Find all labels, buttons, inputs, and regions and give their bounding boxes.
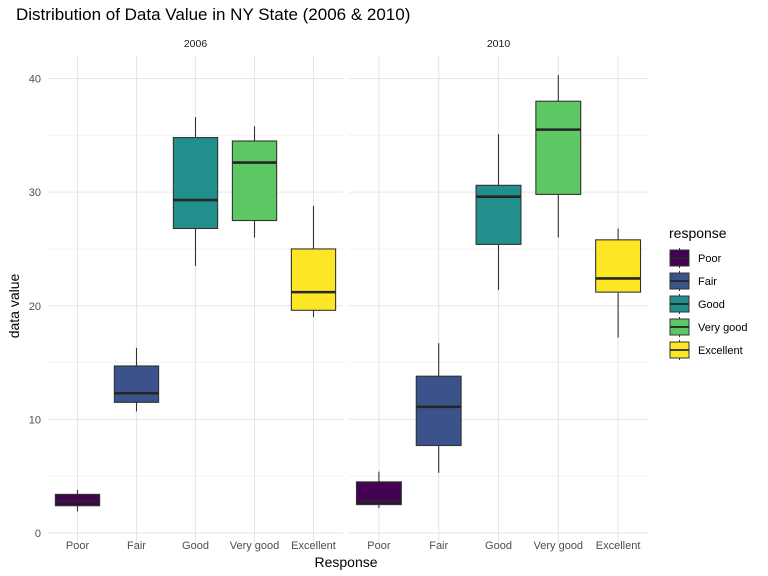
boxplot-2010-good [475,134,522,290]
y-tick-label: 0 [35,528,41,540]
facet-panel-2006: 2006 Poor Fair Good Very good Excellent [48,38,343,552]
box [475,184,522,245]
box [290,248,337,311]
x-tick-label: Good [485,540,512,552]
x-tick-label: Poor [66,540,90,552]
legend-label: Fair [698,276,717,288]
x-tick-label: Poor [367,540,391,552]
box [595,239,642,293]
legend-label: Very good [698,322,748,334]
y-axis-title: data value [6,273,22,338]
legend-title: response [669,225,727,241]
boxplot-2006-very-good [231,126,278,238]
legend: response Poor Fair Good Very good Excellent [669,225,748,360]
y-tick-label: 10 [29,414,41,426]
box [415,375,462,447]
facet-label-2010: 2010 [487,38,511,50]
legend-items: Poor Fair Good Very good Excellent [669,248,748,360]
y-tick-label: 30 [29,187,41,199]
box [172,137,219,230]
facet-label-2006: 2006 [184,38,208,50]
legend-item-very-good: Very good [669,317,748,337]
box [231,140,278,222]
legend-item-fair: Fair [669,271,717,291]
legend-label: Good [698,299,725,311]
x-tick-label: Very good [534,540,584,552]
chart-title: Distribution of Data Value in NY State (… [16,5,410,24]
y-tick-label: 20 [29,301,41,313]
boxplot-2006-good [172,117,219,266]
facet-panel-2010: 2010 Poor Fair Good Very good Excellent [349,38,648,552]
box [355,481,402,506]
boxplot-2010-excellent [595,228,642,338]
x-tick-label: Fair [127,540,146,552]
x-tick-label: Very good [230,540,280,552]
x-tick-label: Excellent [291,540,336,552]
box [535,100,582,195]
boxplot-2006-poor [54,489,101,512]
legend-item-excellent: Excellent [669,340,743,360]
boxplot-2010-poor [355,471,402,509]
legend-item-good: Good [669,294,725,314]
y-tick-label: 40 [29,74,41,86]
boxplot-2006-excellent [290,205,337,318]
boxplot-2010-fair [415,343,462,473]
x-tick-label: Excellent [596,540,641,552]
x-tick-label: Good [182,540,209,552]
legend-label: Excellent [698,345,743,357]
legend-item-poor: Poor [669,248,722,268]
legend-label: Poor [698,253,722,265]
x-tick-label: Fair [429,540,448,552]
x-axis-title: Response [314,554,377,570]
box [113,365,160,403]
boxplot-2010-very-good [535,75,582,238]
boxplot-2006-fair [113,347,160,412]
